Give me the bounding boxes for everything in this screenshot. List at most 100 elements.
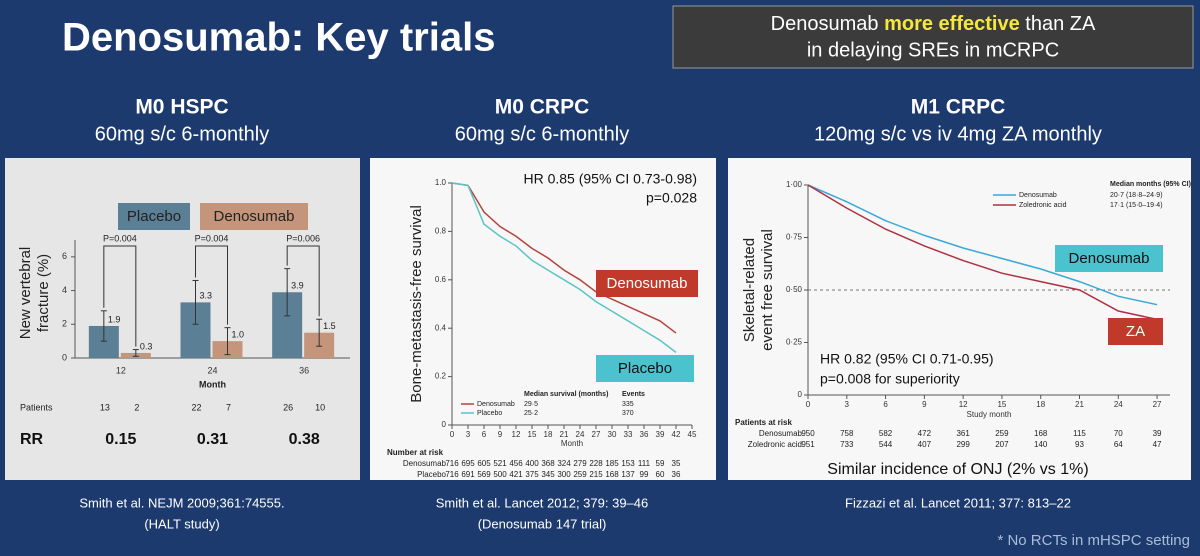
panel-subheading: 120mg s/c vs iv 4mg ZA monthly bbox=[814, 123, 1102, 145]
at-risk-count: 456 bbox=[509, 459, 523, 468]
value-label: 1.9 bbox=[108, 314, 121, 324]
panel-heading: M0 HSPC bbox=[135, 96, 228, 119]
p-value: P=0.006 bbox=[286, 233, 320, 243]
at-risk-count: 569 bbox=[477, 470, 491, 479]
y-tick-label: 0 bbox=[798, 390, 803, 399]
y-tick-label: 0.4 bbox=[435, 323, 447, 332]
x-tick-label: 9 bbox=[498, 430, 503, 439]
at-risk-count: 951 bbox=[801, 440, 815, 449]
x-tick-label: 21 bbox=[560, 430, 569, 439]
x-tick-label: 24 bbox=[207, 365, 217, 375]
x-tick-label: 6 bbox=[482, 430, 487, 439]
at-risk-count: 168 bbox=[605, 470, 619, 479]
y-tick-label: 6 bbox=[62, 251, 67, 261]
x-tick-label: 27 bbox=[1153, 400, 1162, 409]
y-tick-label: 0 bbox=[62, 352, 67, 362]
value-label: 1.5 bbox=[323, 321, 336, 331]
slide-title: Denosumab: Key trials bbox=[62, 16, 495, 60]
at-risk-count: 300 bbox=[557, 470, 571, 479]
y-tick-label: 0 bbox=[442, 420, 447, 429]
at-risk-count: 605 bbox=[477, 459, 491, 468]
citation: Smith et al. Lancet 2012; 379: 39–46 bbox=[436, 495, 649, 510]
patients-count: 22 bbox=[191, 402, 201, 412]
x-tick-label: 3 bbox=[466, 430, 471, 439]
patients-count: 26 bbox=[283, 402, 293, 412]
rr-value: 0.15 bbox=[105, 431, 136, 448]
legend-median: 25·2 bbox=[524, 410, 538, 417]
y-axis-label: event free survival bbox=[759, 229, 776, 351]
annotation-text: HR 0.82 (95% CI 0.71-0.95) bbox=[820, 351, 994, 367]
at-risk-count: 324 bbox=[557, 459, 571, 468]
p-value: P=0.004 bbox=[103, 233, 137, 243]
patients-count: 7 bbox=[226, 402, 231, 412]
annotation-text: p=0.028 bbox=[646, 190, 697, 206]
survival-line bbox=[451, 182, 677, 353]
x-tick-label: 15 bbox=[997, 400, 1006, 409]
at-risk-count: 695 bbox=[461, 459, 475, 468]
at-risk-count: 185 bbox=[605, 459, 619, 468]
x-tick-label: 30 bbox=[608, 430, 617, 439]
rr-value: 0.38 bbox=[289, 431, 320, 448]
legend-swatch bbox=[118, 203, 190, 230]
patients-count: 10 bbox=[315, 402, 325, 412]
at-risk-count: 472 bbox=[918, 429, 932, 438]
x-tick-label: 0 bbox=[450, 430, 455, 439]
at-risk-count: 60 bbox=[656, 470, 665, 479]
x-tick-label: 39 bbox=[656, 430, 665, 439]
citation: Fizzazi et al. Lancet 2011; 377: 813–22 bbox=[845, 495, 1071, 510]
x-tick-label: 12 bbox=[116, 365, 126, 375]
x-axis-label: Month bbox=[199, 379, 226, 389]
at-risk-count: 361 bbox=[956, 429, 970, 438]
x-axis-label: Month bbox=[561, 439, 583, 448]
at-risk-count: 39 bbox=[1153, 429, 1162, 438]
y-tick-label: 2 bbox=[62, 319, 67, 329]
at-risk-count: 758 bbox=[840, 429, 854, 438]
legend-median: 20·7 (18·8–24·9) bbox=[1110, 192, 1163, 199]
at-risk-count: 137 bbox=[621, 470, 635, 479]
value-label: 3.9 bbox=[291, 281, 304, 291]
at-risk-count: 544 bbox=[879, 440, 893, 449]
at-risk-count: 93 bbox=[1075, 440, 1084, 449]
at-risk-count: 64 bbox=[1114, 440, 1123, 449]
y-tick-label: 0·50 bbox=[786, 285, 803, 294]
p-value-bracket bbox=[103, 245, 137, 347]
at-risk-count: 716 bbox=[445, 470, 459, 479]
survival-line bbox=[451, 182, 677, 334]
at-risk-count: 47 bbox=[1153, 440, 1162, 449]
legend-events: 370 bbox=[622, 410, 634, 417]
callout-line: Denosumab more effective than ZA bbox=[771, 13, 1096, 35]
callout-highlight: more effective bbox=[884, 13, 1020, 35]
x-tick-label: 33 bbox=[624, 430, 633, 439]
annotation-label: Denosumab bbox=[1069, 250, 1150, 267]
at-risk-count: 36 bbox=[672, 470, 681, 479]
y-tick-label: 0.2 bbox=[435, 372, 447, 381]
x-tick-label: 6 bbox=[883, 400, 888, 409]
at-risk-count: 228 bbox=[589, 459, 603, 468]
y-axis-label: fracture (%) bbox=[35, 254, 52, 332]
at-risk-count: 500 bbox=[493, 470, 507, 479]
annotation-text: HR 0.85 (95% CI 0.73-0.98) bbox=[523, 171, 697, 187]
at-risk-count: 35 bbox=[672, 459, 681, 468]
at-risk-count: 111 bbox=[638, 459, 651, 468]
panel-subheading: 60mg s/c 6-monthly bbox=[455, 123, 630, 145]
patients-count: 2 bbox=[134, 402, 139, 412]
at-risk-name: Denosumab bbox=[403, 459, 447, 468]
survival-line bbox=[807, 184, 1158, 306]
at-risk-count: 115 bbox=[1073, 429, 1086, 438]
annotation-label: Placebo bbox=[618, 360, 672, 377]
x-tick-label: 36 bbox=[299, 365, 309, 375]
annotation-label: ZA bbox=[1126, 323, 1145, 340]
value-label: 0.3 bbox=[140, 341, 153, 351]
legend-swatch bbox=[200, 203, 308, 230]
survival-line bbox=[807, 184, 1158, 321]
panel-heading: M1 CRPC bbox=[911, 96, 1006, 119]
legend-events: 335 bbox=[622, 401, 634, 408]
callout-box bbox=[672, 5, 1194, 69]
legend-label: Placebo bbox=[127, 208, 181, 225]
x-tick-label: 18 bbox=[1036, 400, 1045, 409]
at-risk-count: 691 bbox=[461, 470, 475, 479]
citation: (HALT study) bbox=[144, 516, 219, 531]
y-tick-label: 1·00 bbox=[786, 180, 803, 189]
at-risk-count: 153 bbox=[621, 459, 635, 468]
at-risk-count: 716 bbox=[445, 459, 459, 468]
